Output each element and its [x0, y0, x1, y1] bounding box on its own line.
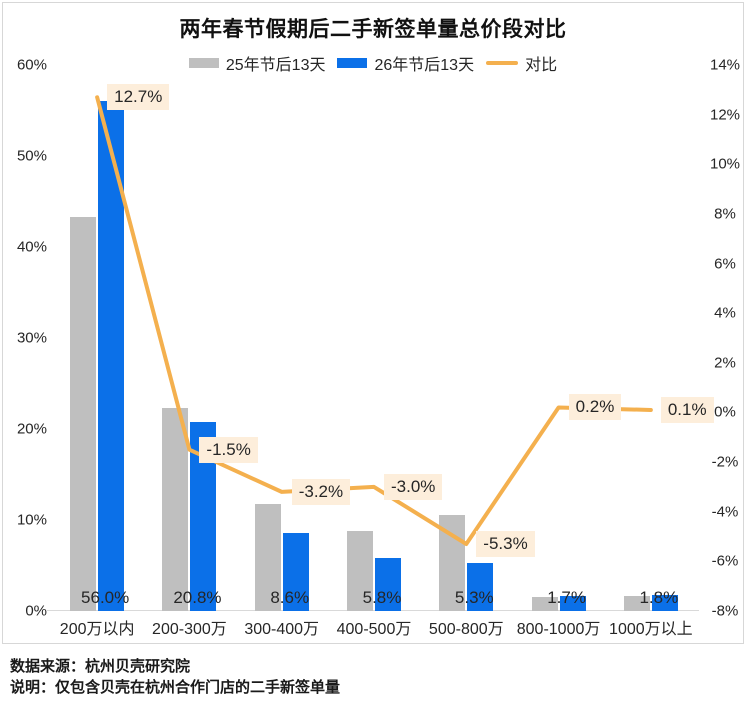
right-axis-tick: 4%	[714, 304, 736, 322]
bar-series1-cat7	[623, 595, 650, 611]
left-axis-tick: 30%	[16, 329, 47, 347]
bar-series2-cat4	[375, 558, 401, 611]
comparison-value-label: 12.7%	[107, 84, 170, 111]
legend-swatch-blue-bar	[337, 58, 368, 68]
left-axis: 0% 10% 20% 30% 40% 50% 60%	[7, 57, 47, 620]
plot-area: 12.7% -1.5% -3.2% -3.0% -5.3% 0.2% 0.1% 56.0% 20…	[51, 65, 714, 611]
bar-series1-cat6	[531, 597, 558, 611]
legend-label-comparison: 对比	[525, 57, 558, 74]
right-axis-tick: 10%	[709, 155, 741, 173]
right-axis-tick: 2%	[714, 354, 736, 372]
bar-value-label: 5.8%	[362, 588, 402, 607]
right-axis-tick: -4%	[711, 503, 739, 521]
chart-frame: 两年春节假期后二手新签单量总价段对比 25年节后13天 26年节后13天 对比 …	[2, 2, 744, 644]
legend-item-2026: 26年节后13天	[337, 51, 474, 75]
bar-value-label: 1.7%	[547, 588, 586, 607]
x-axis-line	[47, 610, 699, 611]
bar-series1-cat4	[347, 530, 373, 611]
legend: 25年节后13天 26年节后13天 对比	[3, 51, 743, 75]
footnotes: 数据来源：杭州贝壳研究院 说明：仅包含贝壳在杭州合作门店的二手新签单量	[10, 656, 340, 698]
bar-series2-cat5	[467, 562, 494, 611]
bar-value-label: 56.0%	[81, 588, 130, 607]
bar-value-label: 8.6%	[270, 588, 310, 607]
left-axis-tick: 20%	[16, 420, 47, 438]
category-axis: 200万以内 200-300万 300-400万 400-500万 500-800万 80…	[51, 615, 697, 639]
comparison-value-label: -5.3%	[476, 530, 535, 557]
left-axis-tick: 10%	[16, 511, 47, 529]
scope-note: 说明：仅包含贝壳在杭州合作门店的二手新签单量	[10, 679, 341, 696]
category-label: 1000万以上	[609, 621, 693, 638]
legend-swatch-comparison-line	[486, 61, 519, 65]
right-axis-tick: 6%	[714, 255, 736, 273]
right-axis-tick: 8%	[714, 205, 736, 223]
right-axis: -8% -6% -4% -2% 0% 2% 4% 6% 8% 10% 12% 14%	[703, 57, 747, 620]
data-source-note: 数据来源：杭州贝壳研究院	[10, 658, 191, 675]
legend-item-2025: 25年节后13天	[188, 51, 326, 75]
left-axis-tick: 40%	[16, 238, 47, 256]
category-label: 200万以内	[59, 621, 135, 638]
right-axis-tick: -2%	[711, 453, 739, 471]
bar-value-label: 1.8%	[639, 588, 679, 607]
comparison-value-label: -3.0%	[384, 473, 443, 500]
right-axis-tick: -6%	[711, 552, 739, 570]
category-label: 300-400万	[244, 621, 320, 638]
right-axis-tick: -8%	[711, 602, 739, 620]
comparison-line	[95, 95, 653, 546]
bar-value-label: 20.8%	[173, 588, 222, 607]
left-axis-tick: 60%	[16, 56, 47, 74]
bar-series2-cat6	[559, 595, 586, 611]
right-axis-tick: 12%	[709, 106, 741, 124]
comparison-value-label: 0.2%	[568, 394, 622, 421]
legend-item-comparison: 对比	[486, 51, 557, 75]
category-label: 200-300万	[152, 621, 227, 638]
comparison-value-label: -3.2%	[291, 478, 351, 505]
bar-series2-cat7	[651, 594, 678, 611]
bar-series1-cat3	[254, 503, 281, 611]
category-label: 400-500万	[336, 621, 412, 638]
comparison-value-label: 0.1%	[660, 396, 714, 423]
comparison-value-label: -1.5%	[199, 436, 258, 463]
left-axis-tick: 50%	[16, 147, 47, 165]
legend-label-2026: 26年节后13天	[374, 57, 475, 74]
right-axis-tick: 14%	[709, 56, 741, 74]
legend-label-2025: 25年节后13天	[225, 57, 326, 74]
bar-series1-cat2	[162, 408, 189, 611]
bar-series1-cat1	[70, 216, 97, 611]
left-axis-tick: 0%	[25, 602, 47, 620]
category-label: 500-800万	[428, 621, 504, 638]
bar-series2-cat3	[282, 532, 309, 611]
legend-swatch-gray-bar	[188, 58, 219, 68]
category-label: 800-1000万	[516, 621, 601, 638]
right-axis-tick: 0%	[714, 403, 736, 421]
bar-value-label: 5.3%	[454, 588, 494, 607]
chart-title: 两年春节假期后二手新签单量总价段对比	[179, 18, 567, 41]
